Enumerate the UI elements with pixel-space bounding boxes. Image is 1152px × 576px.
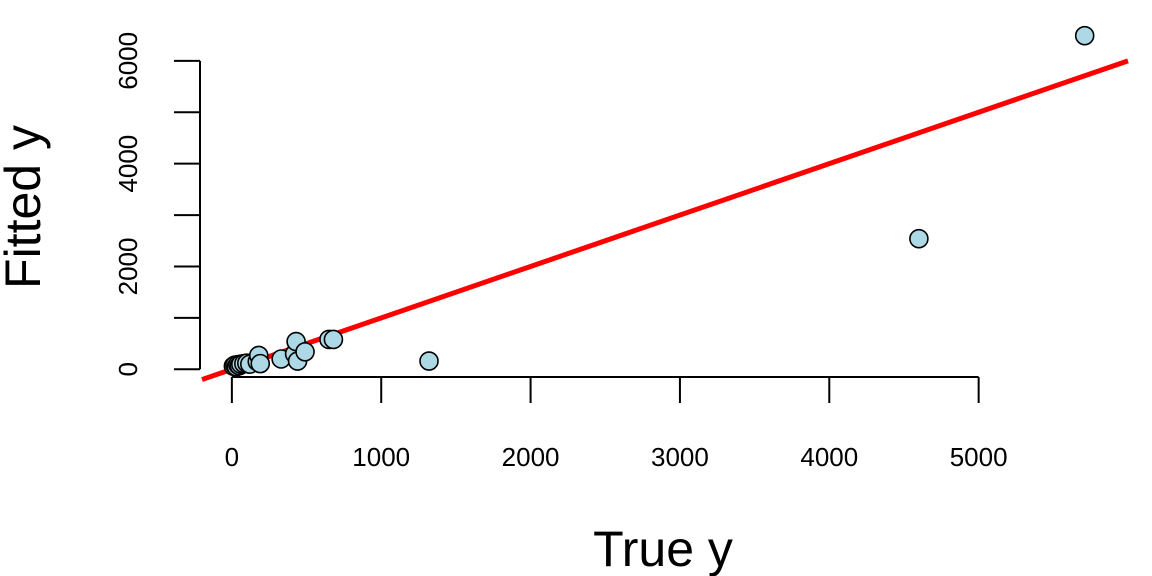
points-layer <box>223 25 1095 377</box>
x-axis: 0 1000 2000 3000 4000 5000 <box>225 376 1008 472</box>
y-tick-label: 6000 <box>113 32 143 90</box>
scatter-point <box>295 342 315 362</box>
scatter-point <box>250 353 271 374</box>
y-axis: 0 2000 4000 6000 <box>113 32 201 377</box>
scatter-point <box>909 228 929 249</box>
x-tick-label: 2000 <box>502 442 560 472</box>
scatter-point <box>1074 25 1095 46</box>
x-tick-label: 3000 <box>651 442 709 472</box>
x-tick-label: 4000 <box>800 442 858 472</box>
reference-line <box>201 58 1129 382</box>
y-tick-label: 4000 <box>113 135 143 193</box>
reference-line-layer <box>201 58 1129 382</box>
scatter-point <box>323 329 344 350</box>
x-tick-label: 5000 <box>950 442 1008 472</box>
y-tick-label: 2000 <box>113 238 143 296</box>
x-axis-title: True y <box>593 521 733 576</box>
x-tick-label: 0 <box>225 442 239 472</box>
y-tick-label: 0 <box>113 362 143 376</box>
y-axis-title: Fitted y <box>0 125 51 289</box>
scatter-point <box>419 351 439 371</box>
x-tick-label: 1000 <box>352 442 410 472</box>
